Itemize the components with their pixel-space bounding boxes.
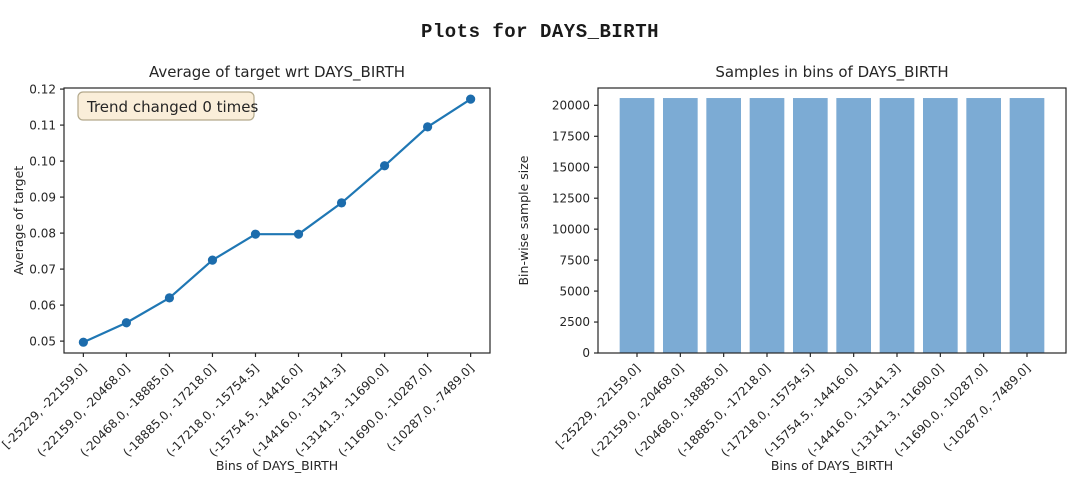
data-point-marker	[466, 94, 476, 104]
y-tick-label: 0	[582, 346, 590, 360]
bar	[663, 98, 698, 354]
bar	[966, 98, 1001, 354]
x-tick-label: [-25229, -22159.0]	[553, 361, 643, 451]
x-axis-label: Bins of DAYS_BIRTH	[771, 458, 893, 473]
x-tick-label: (-10287.0, -7489.0]	[384, 361, 477, 454]
y-tick-label: 10000	[552, 222, 590, 236]
plot-border	[597, 87, 1067, 354]
x-tick-label: (-10287.0, -7489.0]	[940, 361, 1033, 454]
y-tick-label: 12500	[552, 191, 590, 205]
bar	[836, 98, 871, 354]
line-chart: 0.050.060.070.080.090.100.110.12[-25229,…	[0, 63, 491, 473]
y-tick-label: 0.05	[29, 334, 56, 348]
y-tick-label: 0.08	[29, 226, 56, 240]
data-point-marker	[121, 318, 131, 328]
y-tick-label: 15000	[552, 160, 590, 174]
data-point-marker	[207, 255, 218, 265]
figure-suptitle: Plots for DAYS_BIRTH	[420, 21, 660, 43]
y-tick-label: 0.12	[29, 82, 56, 96]
data-point-marker	[293, 229, 304, 239]
y-tick-label: 20000	[552, 99, 590, 113]
chart-title: Samples in bins of DAYS_BIRTH	[715, 63, 948, 82]
plot-border	[63, 87, 491, 354]
annotation-box	[77, 91, 255, 121]
y-tick-label: 17500	[552, 129, 590, 143]
y-tick-label: 0.07	[29, 262, 56, 276]
charts-canvas: 0.05 0.06 0.07 0.08 0.09 0.10 0.11 0.12 [-25229,…	[0, 63, 1067, 473]
data-point-marker	[336, 198, 347, 208]
x-axis-label: Bins of DAYS_BIRTH	[216, 458, 338, 473]
bar	[923, 98, 958, 354]
y-tick-label: 0.11	[29, 118, 56, 132]
y-tick-label: 0.10	[29, 154, 56, 168]
y-tick-label: 0.09	[29, 190, 56, 204]
trend-line	[82, 98, 472, 344]
bar	[793, 98, 828, 354]
bar	[619, 98, 655, 354]
data-point-marker	[78, 337, 88, 347]
y-axis-label: Average of target	[11, 166, 26, 275]
data-point-marker	[423, 122, 433, 132]
y-tick-label: 5000	[559, 284, 590, 298]
y-tick-label: 0.06	[29, 298, 56, 312]
bar	[706, 98, 741, 354]
annotation-text: Trend changed 0 times	[86, 98, 259, 116]
y-tick-label: 2500	[559, 315, 590, 329]
bar	[879, 98, 915, 354]
bar	[749, 98, 785, 354]
data-point-marker	[250, 229, 261, 239]
data-point-marker	[164, 293, 175, 303]
chart-title: Average of target wrt DAYS_BIRTH	[149, 63, 405, 82]
bar-chart: 0 2500 5000 7500 10000 12500 15000 17500 20000 [-…	[516, 63, 1067, 473]
y-axis-label: Bin-wise sample size	[516, 155, 531, 285]
y-tick-label: 7500	[559, 253, 590, 267]
data-point-marker	[379, 161, 390, 171]
bar	[1009, 98, 1045, 354]
